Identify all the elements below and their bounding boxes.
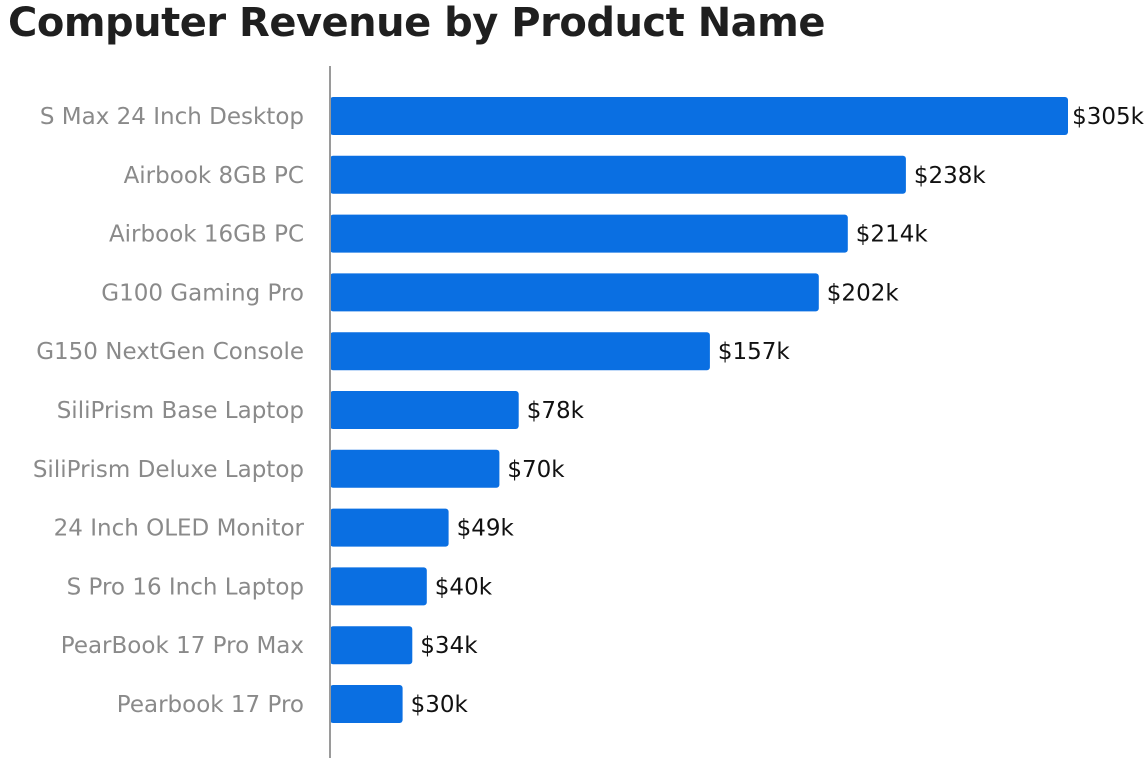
category-label: SiliPrism Base Laptop bbox=[57, 398, 304, 424]
labels-layer: S Max 24 Inch Desktop $305k Airbook 8GB PC… bbox=[33, 104, 1145, 718]
bar bbox=[330, 567, 427, 606]
bars-layer bbox=[330, 97, 1068, 723]
value-label: $34k bbox=[420, 633, 478, 659]
bar bbox=[330, 626, 413, 665]
value-label: $202k bbox=[827, 280, 900, 306]
value-label: $49k bbox=[457, 516, 515, 542]
value-label: $78k bbox=[527, 398, 585, 424]
value-label: $40k bbox=[435, 574, 493, 600]
category-label: 24 Inch OLED Monitor bbox=[54, 516, 305, 542]
category-label: G100 Gaming Pro bbox=[101, 280, 304, 306]
chart-title: Computer Revenue by Product Name bbox=[8, 0, 825, 46]
value-label: $214k bbox=[856, 222, 929, 248]
category-label: G150 NextGen Console bbox=[36, 339, 304, 365]
category-label: Pearbook 17 Pro bbox=[117, 692, 304, 718]
category-label: Airbook 16GB PC bbox=[109, 222, 304, 248]
bar bbox=[330, 97, 1068, 135]
value-label: $70k bbox=[507, 457, 565, 483]
value-label: $238k bbox=[914, 163, 987, 189]
category-label: PearBook 17 Pro Max bbox=[61, 633, 304, 659]
category-label: Airbook 8GB PC bbox=[124, 163, 304, 189]
value-label: $30k bbox=[411, 692, 469, 718]
bar bbox=[330, 214, 848, 253]
bar bbox=[330, 391, 519, 429]
category-label: SiliPrism Deluxe Laptop bbox=[33, 457, 304, 483]
value-label: $305k bbox=[1072, 104, 1145, 130]
bar bbox=[330, 273, 819, 312]
bar bbox=[330, 155, 906, 194]
category-label: S Pro 16 Inch Laptop bbox=[67, 574, 304, 600]
bar bbox=[330, 332, 710, 371]
bar bbox=[330, 449, 500, 488]
bar bbox=[330, 508, 449, 547]
value-label: $157k bbox=[718, 339, 791, 365]
category-label: S Max 24 Inch Desktop bbox=[40, 104, 304, 130]
bar bbox=[330, 685, 403, 723]
